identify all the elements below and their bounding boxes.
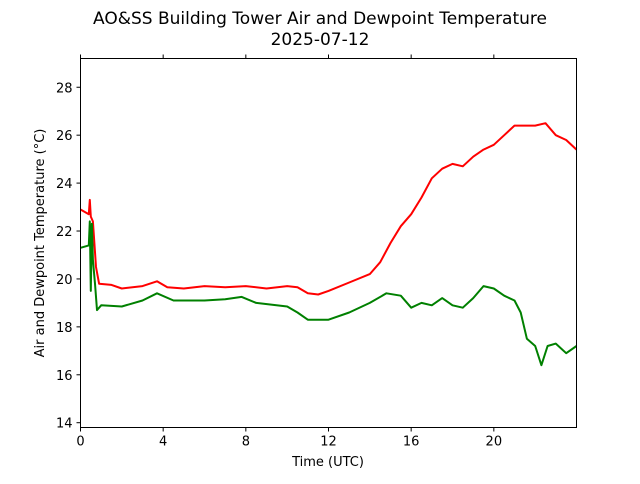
y-tick-label: 16 <box>56 369 73 384</box>
chart-title: AO&SS Building Tower Air and Dewpoint Te… <box>93 9 547 29</box>
axes-frame <box>80 58 577 428</box>
series-line-air-temperature <box>80 122 578 296</box>
y-tick-label: 28 <box>56 81 73 96</box>
y-axis-label: Air and Dewpoint Temperature (°C) <box>33 129 48 358</box>
x-axis: 0 4 8 12 16 20 <box>76 54 503 450</box>
series-group <box>80 122 578 367</box>
x-axis-label: Time (UTC) <box>291 455 364 470</box>
y-tick-label: 24 <box>56 177 73 192</box>
chart-subtitle: 2025-07-12 <box>271 30 370 50</box>
x-tick-label: 16 <box>403 435 420 450</box>
y-tick-label: 18 <box>56 321 73 336</box>
x-tick-label: 20 <box>486 435 503 450</box>
x-tick-label: 12 <box>320 435 337 450</box>
y-tick-label: 20 <box>56 273 73 288</box>
x-tick-label: 8 <box>242 435 250 450</box>
y-tick-label: 22 <box>56 225 73 240</box>
y-tick-label: 14 <box>56 417 73 432</box>
y-axis: 14 16 18 20 22 24 26 28 <box>56 81 81 432</box>
series-line-dewpoint-temperature <box>80 220 578 367</box>
x-tick-label: 4 <box>159 435 167 450</box>
x-tick-label: 0 <box>76 435 84 450</box>
y-tick-label: 26 <box>56 129 73 144</box>
